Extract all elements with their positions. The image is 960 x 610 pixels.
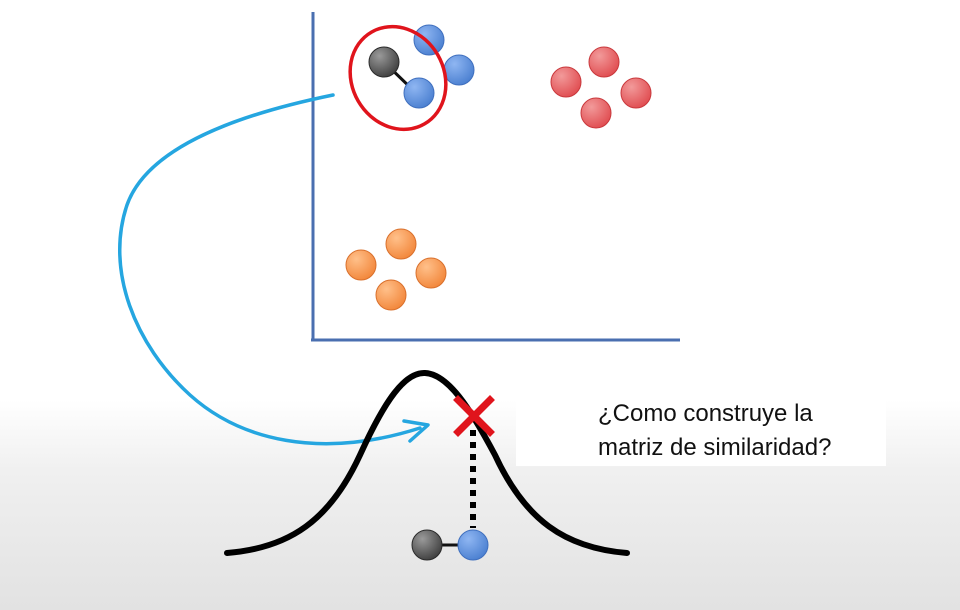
gaussian-curve	[224, 370, 630, 556]
point-blue	[413, 24, 445, 56]
point-orange	[385, 228, 417, 260]
point-orange	[345, 249, 377, 281]
mapping-arrow	[118, 93, 430, 446]
cluster-red	[550, 46, 652, 129]
point-red	[620, 77, 652, 109]
scatter-axes	[311, 12, 680, 342]
x-cross-icon	[453, 395, 495, 437]
point-orange	[415, 257, 447, 289]
point-red	[550, 66, 582, 98]
point-red	[580, 97, 612, 129]
caption-line-1: ¿Como construye la	[598, 400, 813, 427]
point-blue	[443, 54, 475, 86]
point-blue	[403, 77, 435, 109]
caption-line-2: matriz de similaridad?	[598, 434, 832, 461]
cluster-blue	[368, 24, 475, 109]
point-orange	[375, 279, 407, 311]
pair-under-curve	[411, 529, 489, 561]
point-blue	[457, 529, 489, 561]
point-black	[368, 46, 400, 78]
point-red	[588, 46, 620, 78]
caption-box: ¿Como construye la matriz de similaridad…	[516, 388, 886, 466]
selection-ring	[348, 24, 448, 132]
arrow-head	[402, 419, 430, 443]
point-black	[411, 529, 443, 561]
cluster-orange	[345, 228, 447, 311]
